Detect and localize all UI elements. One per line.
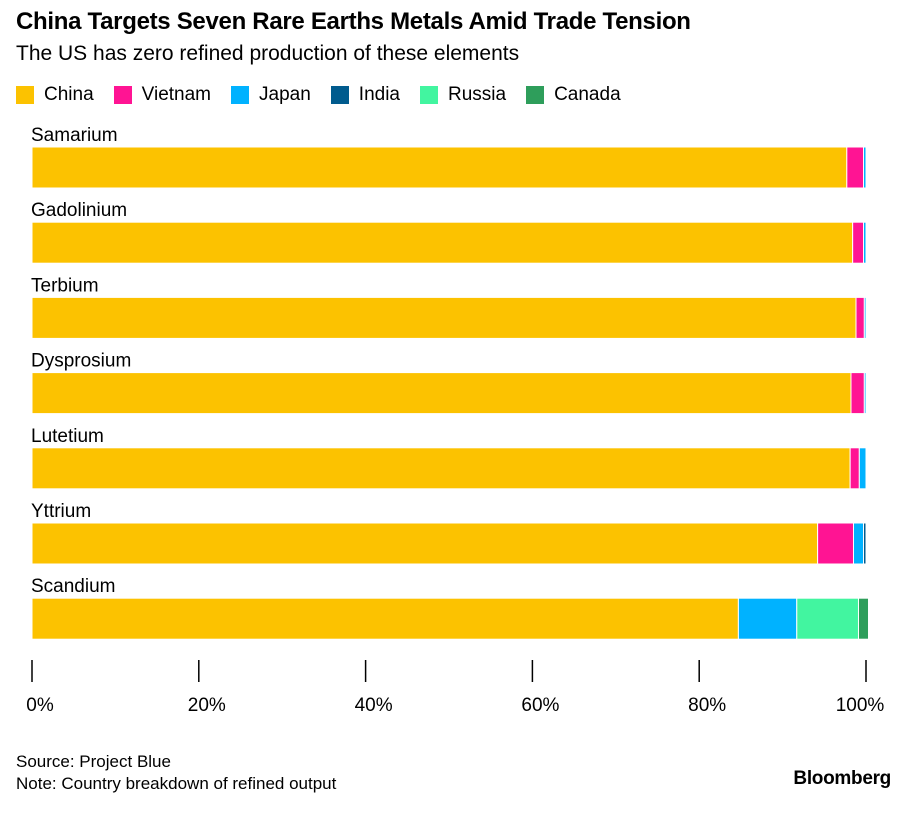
category-label: Gadolinium (31, 200, 127, 221)
bar-segment-vietnam (817, 522, 854, 565)
bar-segment-vietnam (846, 146, 864, 189)
legend-item-russia: Russia (420, 84, 506, 106)
legend-swatch (16, 86, 34, 104)
bar-segment-china (31, 597, 739, 640)
legend-swatch (113, 86, 132, 104)
legend-label: Japan (259, 84, 311, 105)
legend: China Vietnam Japan India Russia Canada (16, 84, 641, 106)
bar-segment-russia (796, 597, 859, 640)
bloomberg-logo: Bloomberg (793, 768, 891, 789)
x-tick-label: 20% (188, 695, 226, 716)
legend-item-india: India (330, 84, 400, 106)
bar-segment-vietnam (855, 296, 865, 339)
x-tick-label: 100% (836, 695, 885, 716)
category-label: Lutetium (31, 426, 104, 447)
legend-swatch (330, 86, 349, 104)
legend-label: India (358, 84, 400, 105)
bar-segment-china (31, 372, 852, 415)
legend-label: China (44, 84, 94, 105)
legend-item-china: China (16, 84, 94, 106)
legend-swatch (420, 86, 438, 104)
chart-title: China Targets Seven Rare Earths Metals A… (16, 8, 691, 35)
legend-label: Canada (554, 84, 621, 105)
bar-segment-vietnam (849, 447, 860, 490)
bar-segment-japan (862, 146, 867, 189)
category-label: Scandium (31, 576, 116, 597)
footnote: Note: Country breakdown of refined outpu… (16, 774, 337, 793)
bar-segment-vietnam (850, 372, 865, 415)
bar-segment-japan (737, 597, 798, 640)
bar-segment-japan (863, 296, 867, 339)
x-tick-label: 0% (26, 695, 54, 716)
bar-segment-japan (862, 221, 867, 264)
bar-segment-china (31, 447, 851, 490)
source-note: Source: Project Blue (16, 752, 171, 771)
legend-label: Vietnam (141, 84, 212, 105)
bar-segment-china (31, 522, 819, 565)
bar-segment-vietnam (852, 221, 864, 264)
bar-segment-china (31, 221, 854, 264)
stacked-bar-chart: Samarium Gadolinium Terbium Dysprosium Lutet… (26, 125, 885, 716)
legend-label: Russia (448, 84, 507, 105)
x-tick-label: 80% (688, 695, 726, 716)
legend-swatch (231, 86, 250, 104)
category-label: Dysprosium (31, 351, 131, 372)
bar-segment-china (31, 296, 857, 339)
legend-item-vietnam: Vietnam (113, 84, 212, 106)
legend-item-canada: Canada (526, 84, 621, 106)
category-label: Yttrium (31, 501, 91, 522)
legend-item-japan: Japan (231, 84, 311, 106)
bar-segment-china (31, 146, 848, 189)
bar-segment-canada (857, 597, 870, 640)
category-label: Terbium (31, 275, 99, 296)
bar-segment-japan (863, 372, 867, 415)
bar-segment-japan (852, 522, 864, 565)
x-tick-label: 60% (521, 695, 559, 716)
category-label: Samarium (31, 125, 118, 146)
x-tick-label: 40% (355, 695, 393, 716)
bar-segment-india (862, 522, 867, 565)
chart-subtitle: The US has zero refined production of th… (16, 42, 520, 65)
legend-swatch (526, 86, 545, 104)
bar-segment-japan (858, 447, 867, 490)
